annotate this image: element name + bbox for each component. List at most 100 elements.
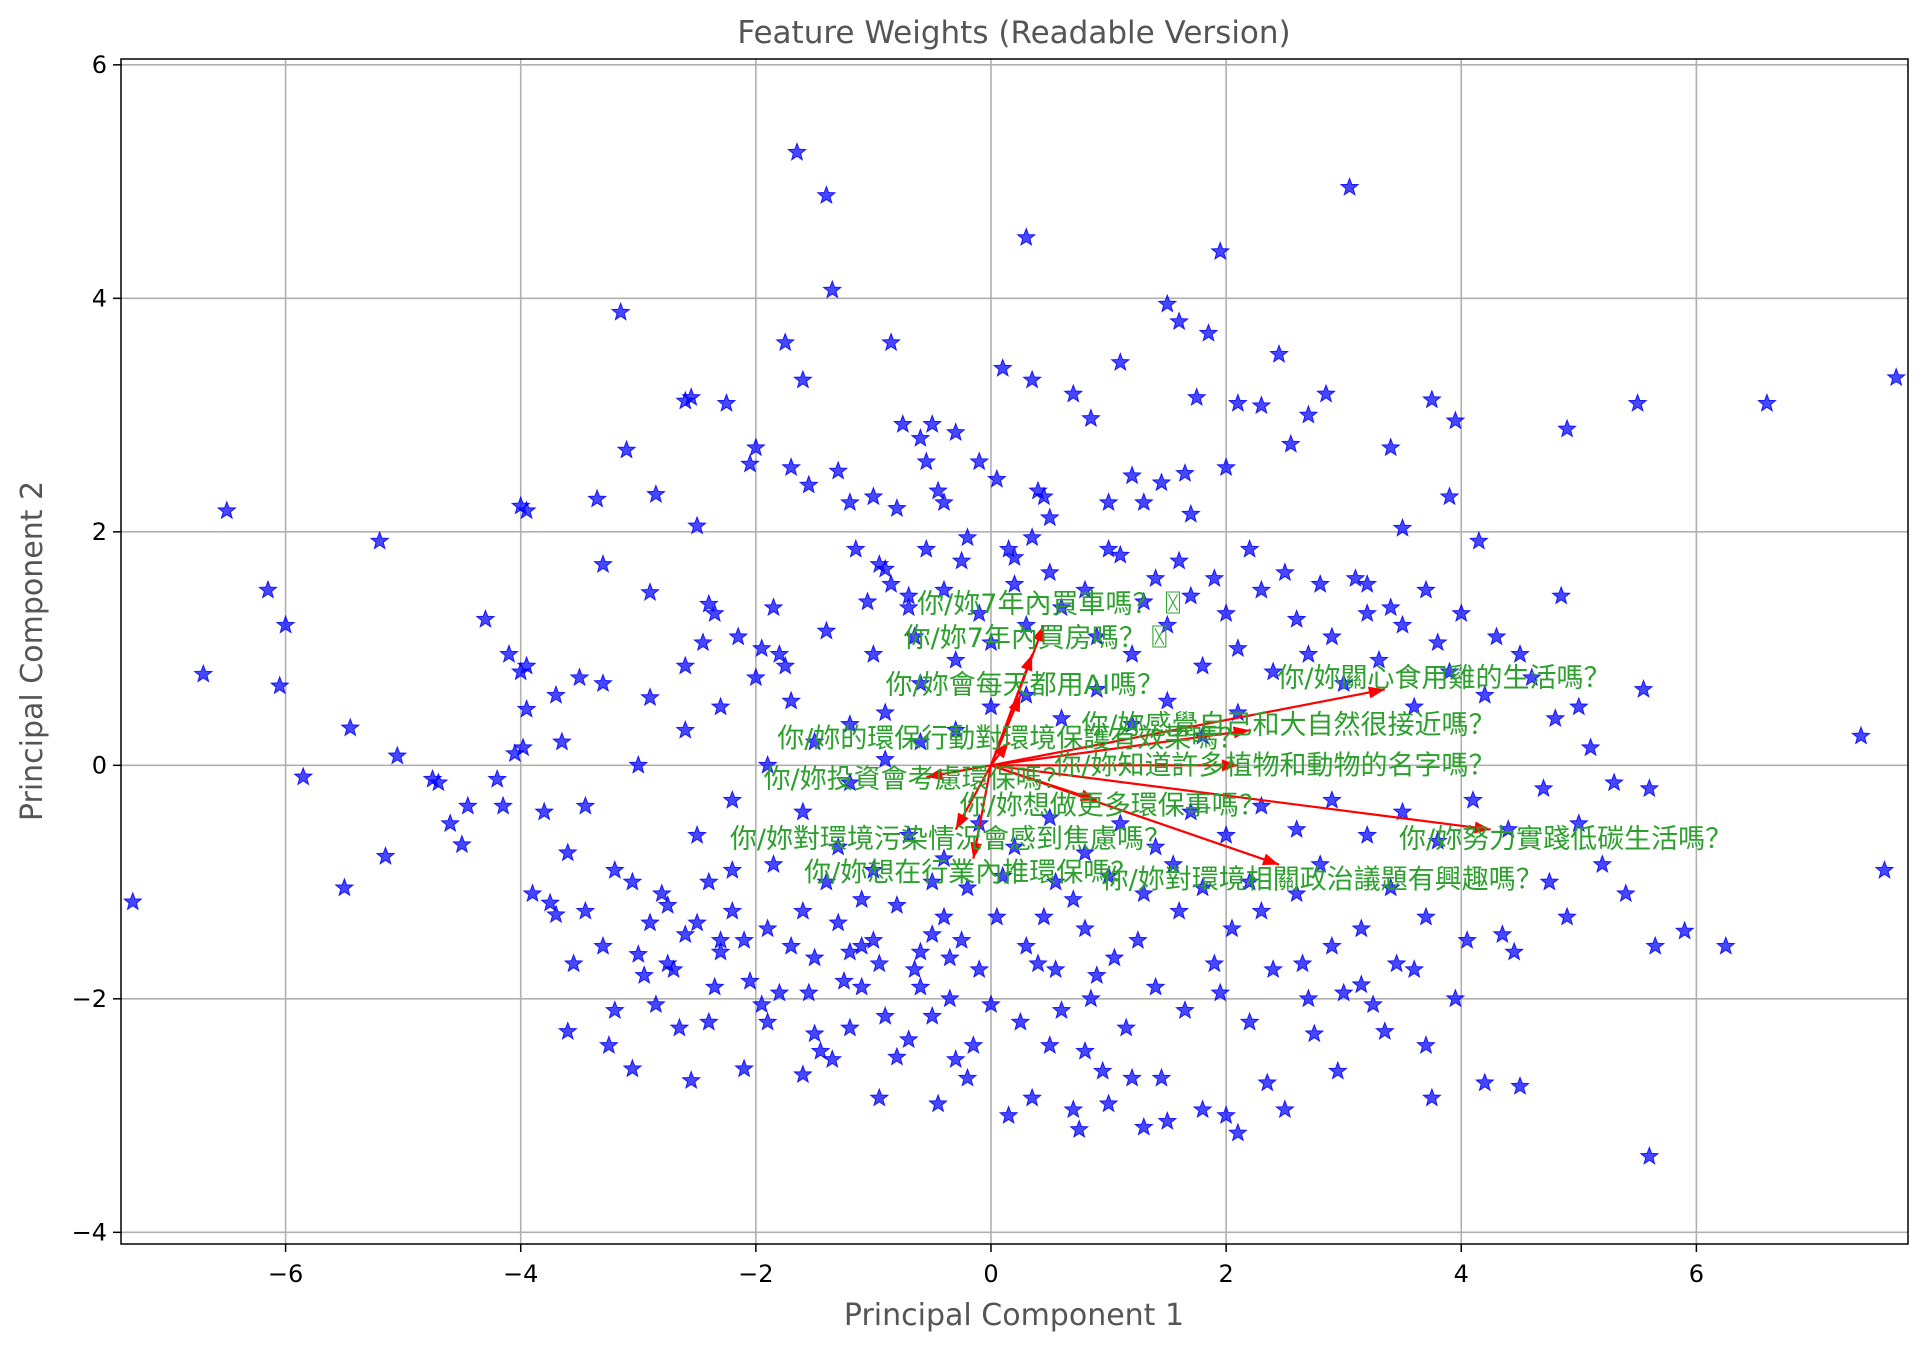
data-point [1216, 603, 1237, 622]
x-tick-label: 6 [1689, 1260, 1704, 1288]
data-point [1133, 1116, 1154, 1136]
data-point [1122, 643, 1142, 663]
data-point [681, 387, 702, 407]
data-point [781, 935, 802, 955]
data-point [769, 643, 790, 663]
data-point [1457, 930, 1478, 949]
data-point [910, 941, 931, 961]
data-point [1580, 737, 1601, 757]
data-point [440, 813, 461, 833]
data-point [193, 663, 214, 683]
data-point [1286, 883, 1307, 903]
data-point [675, 719, 696, 739]
data-point [734, 1058, 755, 1078]
data-point [934, 906, 954, 926]
data-point [1216, 1105, 1237, 1125]
data-point [998, 538, 1019, 558]
data-point [757, 918, 778, 938]
data-point [839, 772, 860, 792]
data-point [1227, 638, 1248, 658]
data-point [704, 603, 725, 622]
data-point [992, 865, 1013, 885]
chart-title: Feature Weights (Readable Version) [737, 15, 1290, 51]
data-point [828, 460, 849, 480]
data-point [1557, 418, 1577, 438]
data-point [1081, 988, 1101, 1008]
data-point [1498, 819, 1519, 838]
data-point [1386, 953, 1407, 973]
feature-arrow-head [1008, 695, 1021, 713]
data-point [1374, 1021, 1395, 1040]
data-point [745, 437, 766, 457]
data-point [687, 824, 707, 844]
data-point [969, 959, 990, 979]
data-point [1545, 708, 1566, 728]
data-point [804, 947, 825, 967]
data-point [922, 924, 943, 944]
data-point [1010, 1011, 1031, 1031]
data-point [928, 1093, 948, 1113]
data-point [1639, 1145, 1660, 1165]
data-point [1039, 807, 1060, 827]
data-point [1568, 813, 1589, 833]
data-point [593, 935, 613, 955]
data-point [722, 900, 743, 920]
x-tick-label: −6 [268, 1260, 303, 1288]
data-point [728, 626, 749, 646]
data-point [1298, 404, 1319, 424]
data-point [640, 582, 660, 601]
data-point [1110, 544, 1131, 564]
data-point [828, 912, 849, 932]
data-point [1063, 1099, 1084, 1119]
data-point [981, 696, 1001, 716]
data-point [887, 498, 907, 517]
data-point [1145, 836, 1166, 856]
data-point [1122, 1067, 1142, 1087]
data-point [1416, 1035, 1436, 1054]
data-point [1180, 585, 1201, 605]
data-point [1175, 463, 1195, 482]
data-point [587, 488, 608, 508]
data-point [1427, 830, 1448, 850]
data-point [1251, 395, 1272, 415]
data-point [1239, 1011, 1260, 1031]
data-point [1322, 789, 1342, 809]
data-point [1051, 708, 1072, 728]
data-point [804, 731, 825, 751]
feature-label: 你/妳感覺自己和大自然很接近嗎？ [1081, 710, 1495, 741]
data-point [1345, 568, 1366, 587]
data-point [740, 453, 760, 473]
data-point [1110, 352, 1131, 371]
data-point [1369, 649, 1389, 669]
data-point [1280, 433, 1301, 453]
data-point [575, 900, 596, 920]
data-point [822, 1049, 843, 1068]
data-point [1639, 778, 1660, 798]
feature-label: 你/妳關心食用雞的生活嗎？ [1277, 663, 1610, 694]
data-point [452, 834, 472, 854]
data-point [898, 824, 919, 844]
data-point [1363, 994, 1383, 1014]
data-point [1322, 626, 1342, 646]
data-point [939, 947, 960, 967]
data-point [593, 673, 613, 693]
data-point [663, 959, 684, 979]
data-point [1227, 1122, 1248, 1142]
data-point [1051, 597, 1072, 617]
data-point [1322, 935, 1342, 955]
data-point [1039, 507, 1060, 527]
y-tick-label: 4 [92, 284, 107, 312]
data-point [593, 554, 613, 573]
data-point [1039, 1035, 1060, 1054]
data-point [698, 593, 719, 613]
data-point [1421, 389, 1442, 409]
data-point [992, 357, 1013, 377]
data-point [1474, 684, 1495, 704]
data-point [1086, 678, 1107, 698]
data-point [1316, 383, 1336, 403]
data-point [716, 392, 737, 412]
data-point [1051, 1000, 1072, 1019]
data-point [792, 1064, 813, 1084]
data-point [904, 959, 925, 979]
data-point [1445, 410, 1466, 430]
